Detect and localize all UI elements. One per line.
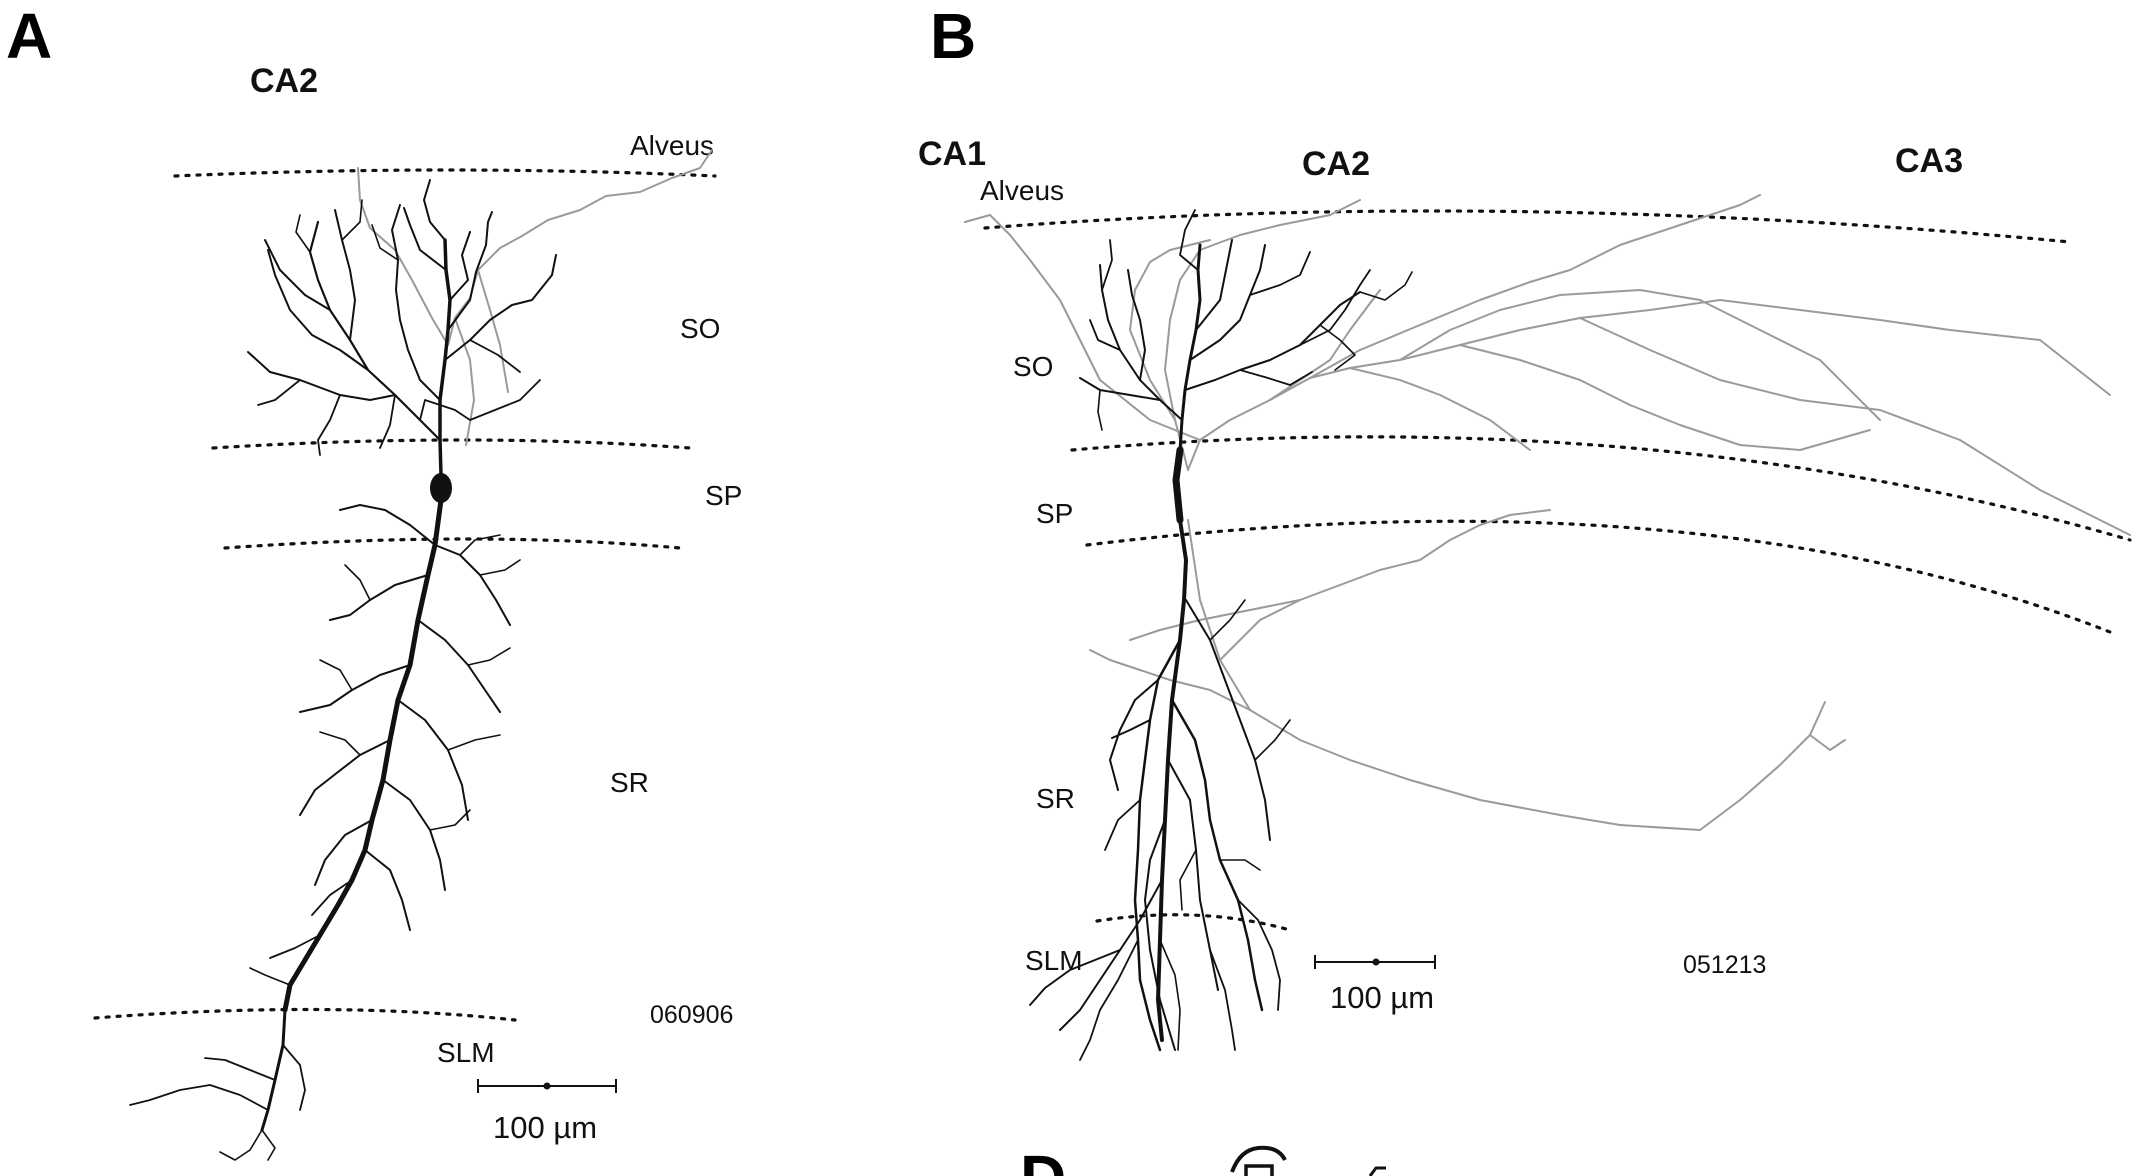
panel-b-scale-label: 100 µm <box>1330 980 1434 1015</box>
panel-a-sp-label: SP <box>705 480 742 511</box>
panel-d-partial-glyph-2 <box>1244 1164 1274 1176</box>
panel-b: B CA1 CA2 CA3 Alveus SO SP SR SLM 051213 <box>918 0 2132 1061</box>
panel-a-scale-label: 100 µm <box>493 1110 597 1145</box>
panel-b-so-sp-boundary <box>1070 435 2132 542</box>
panel-b-so-label: SO <box>1013 351 1053 382</box>
panel-b-region-ca1: CA1 <box>918 135 986 173</box>
panel-a-so-sp-boundary <box>211 438 692 450</box>
panel-d-partial-glyph <box>1230 1145 1287 1173</box>
panel-a-alveus-boundary <box>173 168 717 178</box>
panel-b-letter: B <box>930 0 976 72</box>
panel-a-cell-id: 060906 <box>650 1001 733 1029</box>
panel-d-letter: D <box>1020 1142 1066 1176</box>
panel-a-alveus-label: Alveus <box>630 130 714 161</box>
panel-a-sr-label: SR <box>610 767 649 798</box>
panel-a: A CA2 Alveus SO SP SR SLM 060906 <box>6 0 742 1161</box>
panel-b-alveus-boundary <box>983 209 2072 244</box>
panel-b-cell-id: 051213 <box>1683 951 1766 979</box>
panel-b-alveus-label: Alveus <box>980 175 1064 206</box>
panel-b-sr-label: SR <box>1036 783 1075 814</box>
panel-b-region-ca3: CA3 <box>1895 142 1963 180</box>
panel-b-sp-sr-boundary <box>1085 519 2112 634</box>
panel-d: D <box>1020 1142 1386 1176</box>
panel-a-sp-sr-boundary <box>223 537 682 550</box>
panel-a-scale-bar <box>477 1079 617 1093</box>
panel-a-letter: A <box>6 0 52 72</box>
panel-b-sr-slm-boundary <box>1095 913 1292 932</box>
panel-a-soma <box>430 473 452 503</box>
panel-b-dendrites <box>1029 209 1413 1061</box>
panel-a-region-label: CA2 <box>250 62 318 100</box>
panel-b-axon <box>964 194 2131 831</box>
panel-b-sp-label: SP <box>1036 498 1073 529</box>
panel-a-sr-slm-boundary <box>93 1007 517 1022</box>
panel-d-partial-glyph-3 <box>1368 1166 1386 1176</box>
panel-a-slm-label: SLM <box>437 1037 495 1068</box>
panel-b-scale-bar <box>1314 955 1436 969</box>
panel-b-slm-label: SLM <box>1025 945 1083 976</box>
panel-a-dendrites <box>129 179 557 1161</box>
panel-b-region-ca2: CA2 <box>1302 145 1370 183</box>
panel-a-so-label: SO <box>680 313 720 344</box>
